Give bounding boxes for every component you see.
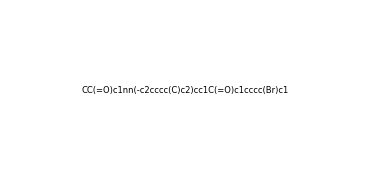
Text: CC(=O)c1nn(-c2cccc(C)c2)cc1C(=O)c1cccc(Br)c1: CC(=O)c1nn(-c2cccc(C)c2)cc1C(=O)c1cccc(B… [81, 86, 289, 96]
